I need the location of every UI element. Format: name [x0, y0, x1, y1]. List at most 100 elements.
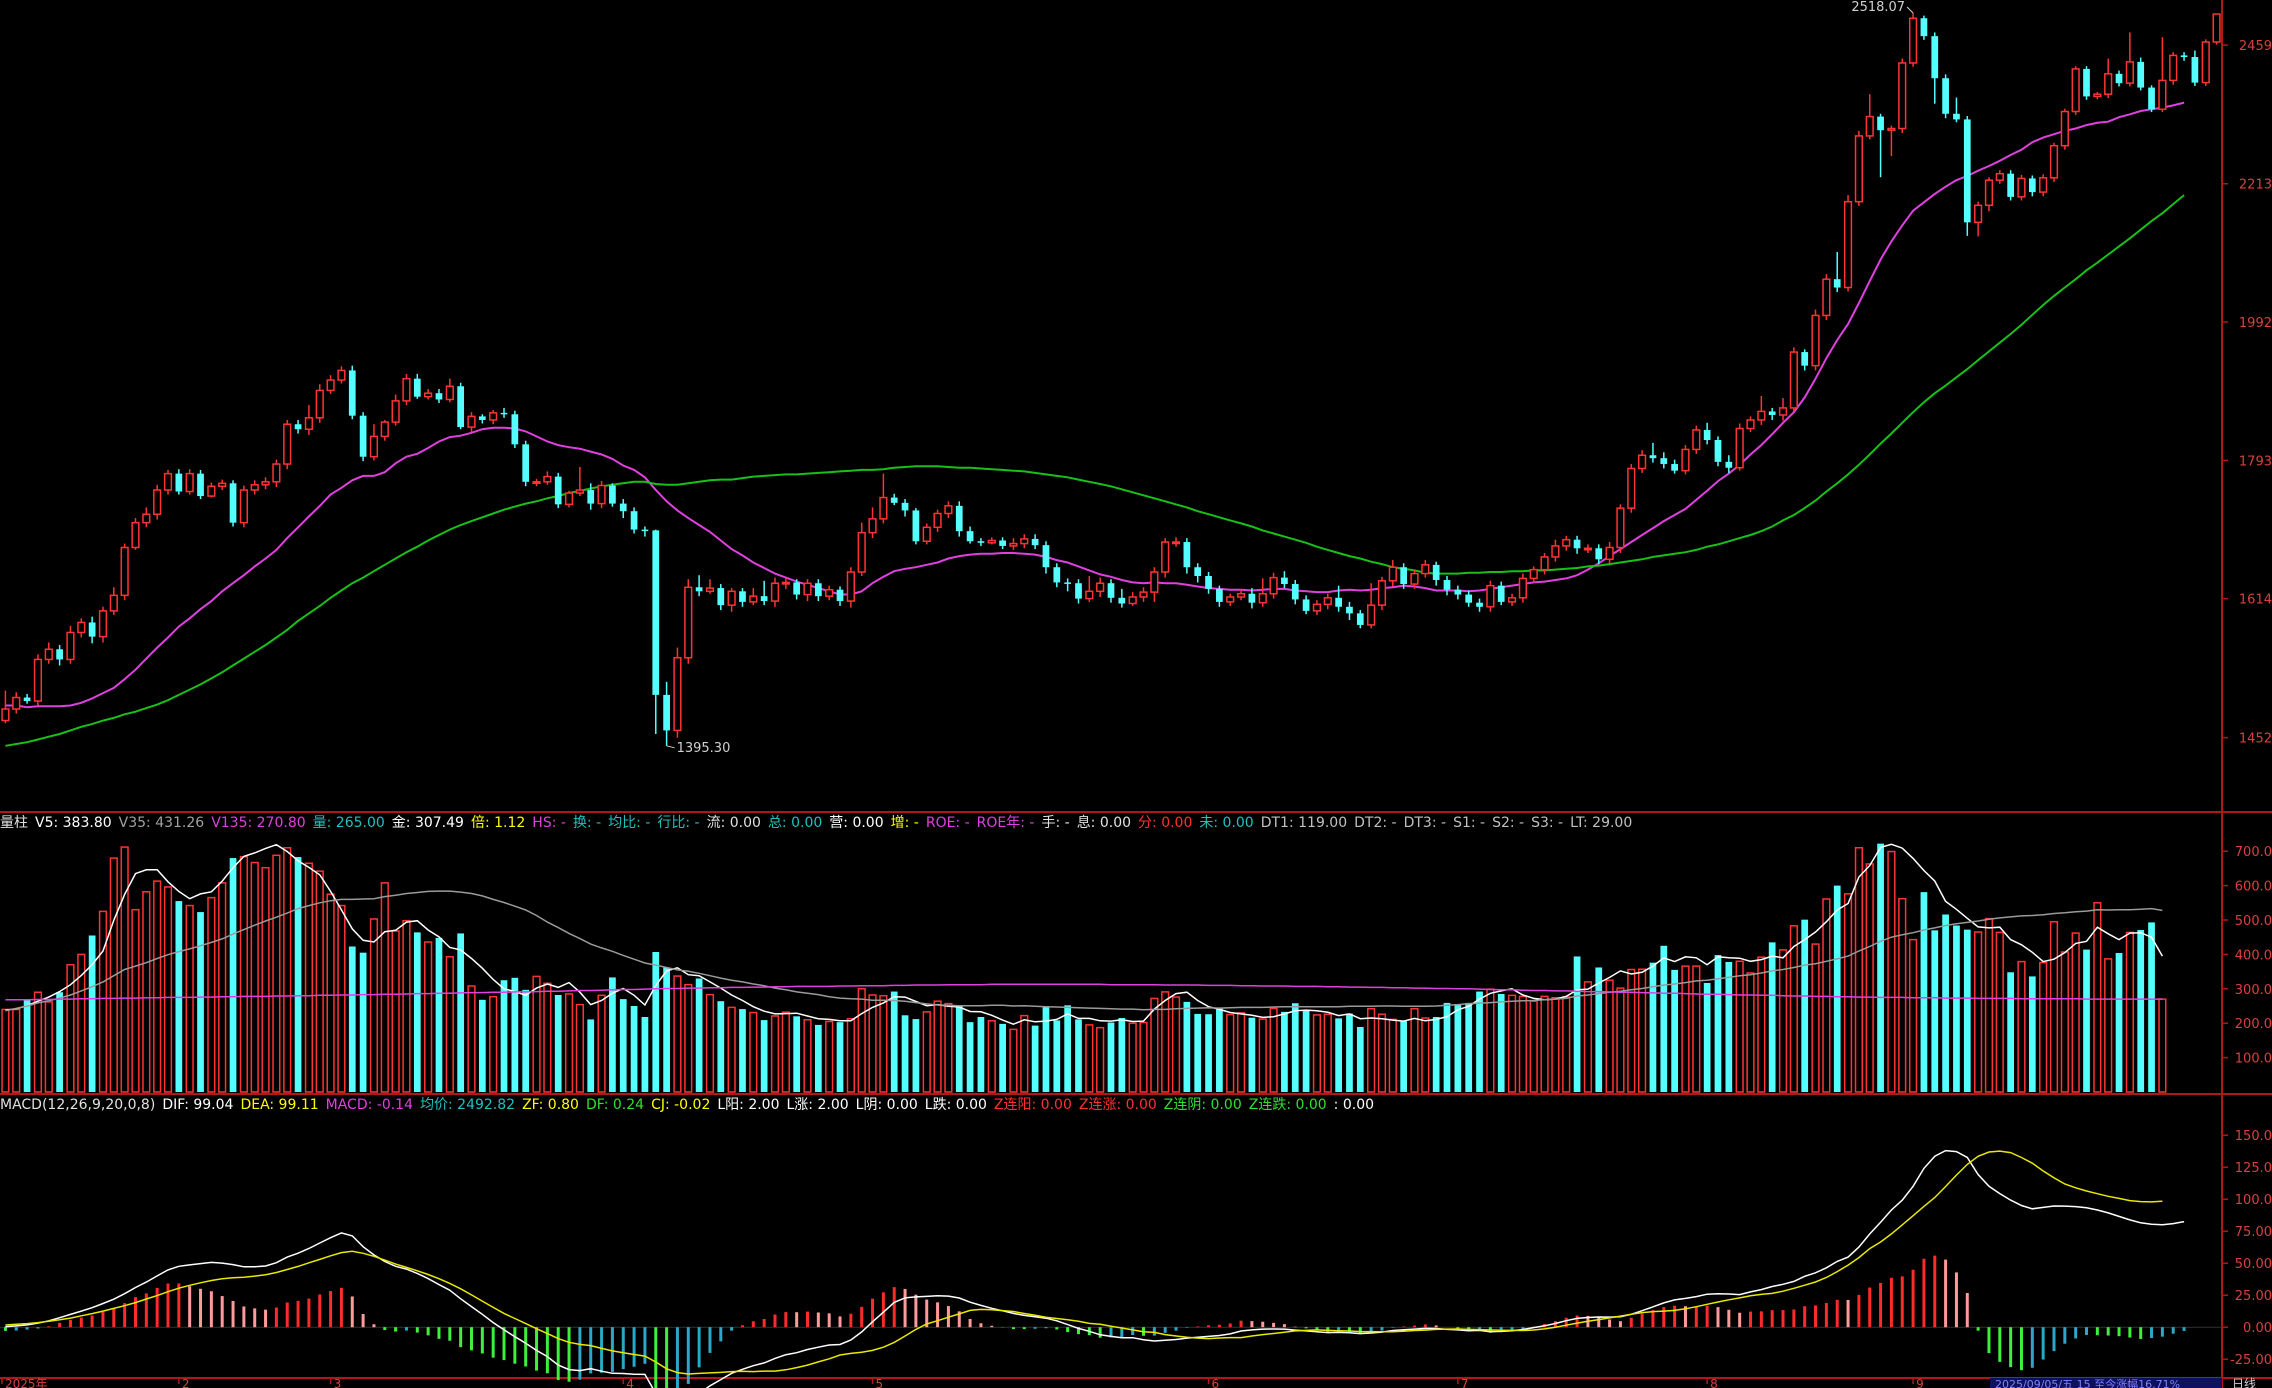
candle[interactable] — [2212, 13, 2221, 45]
volume-bar-down[interactable] — [1302, 1010, 1310, 1092]
candle[interactable] — [424, 389, 433, 400]
volume-bar-down[interactable] — [1931, 930, 1939, 1092]
volume-bar-down[interactable] — [955, 1005, 963, 1092]
candle[interactable] — [1649, 442, 1657, 463]
candle[interactable] — [207, 482, 216, 498]
volume-bar-up[interactable] — [131, 908, 140, 1093]
candle[interactable] — [630, 507, 638, 534]
volume-bar-up[interactable] — [218, 882, 227, 1093]
candle[interactable] — [609, 483, 616, 507]
volume-bar-down[interactable] — [1497, 993, 1505, 1092]
volume-bar-up[interactable] — [1009, 1028, 1018, 1093]
volume-bar-down[interactable] — [1346, 1013, 1353, 1092]
volume-bar-up[interactable] — [44, 1001, 53, 1093]
volume-bar-up[interactable] — [2060, 951, 2069, 1093]
candle[interactable] — [1410, 569, 1419, 589]
candle[interactable] — [1898, 58, 1907, 134]
candle[interactable] — [1367, 583, 1376, 629]
volume-bar-down[interactable] — [1216, 1008, 1223, 1092]
candle[interactable] — [1518, 573, 1527, 603]
volume-bar-down[interactable] — [630, 1006, 638, 1092]
volume-bar-down[interactable] — [1400, 1021, 1408, 1092]
candle[interactable] — [1908, 12, 1918, 67]
macd-panel[interactable] — [0, 1149, 2222, 1388]
candle[interactable] — [1400, 563, 1408, 589]
volume-bar-up[interactable] — [1562, 996, 1571, 1093]
volume-bar-up[interactable] — [564, 993, 574, 1093]
candle[interactable] — [1562, 535, 1571, 551]
candle[interactable] — [1205, 572, 1212, 594]
volume-bar-up[interactable] — [1085, 1024, 1094, 1093]
volume-bar-up[interactable] — [933, 1000, 942, 1093]
candle[interactable] — [890, 493, 898, 506]
volume-bar-up[interactable] — [239, 855, 248, 1093]
volume-bar-down[interactable] — [999, 1023, 1006, 1092]
volume-bar-up[interactable] — [1312, 1014, 1322, 1093]
volume-bar-down[interactable] — [1833, 885, 1841, 1092]
candle[interactable] — [922, 523, 931, 545]
candle[interactable] — [1421, 560, 1430, 578]
candle[interactable] — [98, 606, 108, 643]
candle[interactable] — [1486, 580, 1495, 612]
volume-bar-down[interactable] — [359, 952, 367, 1092]
volume-panel[interactable] — [1, 843, 2167, 1093]
volume-bar-up[interactable] — [1778, 949, 1788, 1093]
candle[interactable] — [1920, 15, 1928, 40]
candle[interactable] — [1236, 589, 1246, 601]
volume-bar-down[interactable] — [966, 1022, 974, 1092]
candle[interactable] — [2180, 52, 2188, 61]
candle[interactable] — [2049, 142, 2059, 182]
candle[interactable] — [1064, 578, 1072, 592]
volume-bar-down[interactable] — [890, 991, 898, 1092]
volume-bar-down[interactable] — [1714, 955, 1722, 1092]
volume-bar-up[interactable] — [1020, 1014, 1029, 1093]
volume-bar-up[interactable] — [1811, 943, 1820, 1093]
candle[interactable] — [413, 373, 421, 399]
candle[interactable] — [2191, 50, 2199, 86]
candle[interactable] — [1984, 177, 1994, 212]
candle[interactable] — [185, 469, 194, 495]
candle[interactable] — [2137, 57, 2145, 91]
candle[interactable] — [532, 478, 541, 487]
volume-bar-up[interactable] — [781, 1011, 790, 1093]
candle[interactable] — [1096, 577, 1105, 597]
volume-bar-down[interactable] — [1075, 1019, 1082, 1092]
candle[interactable] — [1801, 349, 1809, 371]
candle[interactable] — [846, 567, 855, 608]
candle[interactable] — [1681, 445, 1690, 475]
candle[interactable] — [1128, 592, 1137, 606]
candle[interactable] — [770, 577, 780, 607]
volume-bar-up[interactable] — [98, 910, 108, 1093]
candle[interactable] — [1312, 600, 1322, 616]
volume-bar-down[interactable] — [1920, 892, 1928, 1092]
volume-bar-down[interactable] — [1183, 1001, 1191, 1092]
candle[interactable] — [457, 382, 465, 430]
volume-bar-down[interactable] — [1042, 1006, 1050, 1092]
volume-bar-up[interactable] — [684, 983, 693, 1093]
candle[interactable] — [77, 618, 86, 638]
volume-bar-down[interactable] — [1768, 942, 1776, 1092]
candle[interactable] — [56, 645, 63, 666]
candle[interactable] — [1854, 130, 1864, 206]
volume-bar-up[interactable] — [2125, 931, 2134, 1093]
volume-bar-up[interactable] — [1822, 898, 1831, 1093]
volume-bar-down[interactable] — [1248, 1017, 1256, 1092]
volume-bar-down[interactable] — [348, 946, 356, 1092]
candle[interactable] — [402, 373, 411, 406]
volume-bar-up[interactable] — [1638, 968, 1647, 1093]
volume-bar-down[interactable] — [522, 989, 530, 1092]
volume-bar-up[interactable] — [33, 991, 43, 1093]
candle[interactable] — [1714, 436, 1722, 467]
candle[interactable] — [543, 471, 552, 485]
candle[interactable] — [88, 616, 96, 644]
volume-bar-down[interactable] — [587, 1019, 595, 1092]
candle[interactable] — [315, 384, 324, 423]
volume-bar-down[interactable] — [1595, 967, 1603, 1092]
candle[interactable] — [33, 654, 43, 706]
volume-bar-up[interactable] — [673, 975, 682, 1093]
candle[interactable] — [1887, 125, 1896, 157]
candle[interactable] — [1692, 425, 1701, 454]
candle[interactable] — [1053, 563, 1061, 588]
candle[interactable] — [825, 585, 834, 601]
volume-bar-up[interactable] — [1898, 897, 1907, 1093]
